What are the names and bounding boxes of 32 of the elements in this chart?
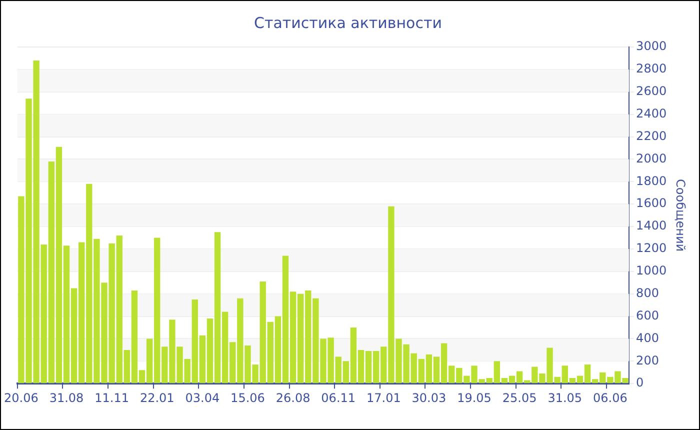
y-tick-label: 2200 — [636, 128, 667, 143]
x-tick-label: 19.05 — [457, 390, 492, 405]
x-tick-label: 22.01 — [140, 390, 174, 405]
y-tick-label: 0 — [636, 376, 644, 390]
y-tick-label: 2400 — [636, 106, 667, 120]
x-tick-label: 31.08 — [49, 390, 84, 405]
y-axis-title: Сообщений — [674, 179, 688, 252]
chart-title: Статистика активности — [254, 14, 442, 32]
x-tick-label: 06.11 — [321, 390, 356, 405]
y-tick-label: 1000 — [636, 264, 667, 278]
x-tick-label: 20.06 — [4, 390, 38, 405]
x-tick-label: 25.05 — [502, 390, 537, 405]
y-tick-label: 3000 — [636, 39, 667, 54]
x-tick-label: 06.06 — [593, 390, 628, 405]
y-tick-label: 200 — [636, 353, 659, 368]
y-tick-label: 2000 — [636, 151, 667, 166]
y-tick-label: 800 — [636, 286, 659, 300]
x-tick-label: 17.01 — [366, 390, 401, 405]
y-tick-label: 1600 — [636, 196, 667, 210]
x-tick-label: 30.03 — [412, 390, 446, 405]
y-tick-label: 400 — [636, 330, 659, 345]
x-tick-label: 26.08 — [276, 390, 310, 405]
y-tick-label: 2600 — [636, 84, 667, 98]
y-tick-label: 1400 — [636, 218, 667, 233]
y-tick-label: 600 — [636, 308, 659, 322]
y-tick-label: 1800 — [636, 174, 667, 188]
x-tick-label: 11.11 — [94, 390, 129, 405]
x-tick-label: 31.05 — [548, 390, 582, 405]
y-tick-label: 2800 — [636, 62, 667, 76]
x-tick-label: 15.06 — [230, 390, 265, 405]
x-tick-label: 03.04 — [185, 390, 220, 405]
y-tick-label: 1200 — [636, 241, 667, 256]
